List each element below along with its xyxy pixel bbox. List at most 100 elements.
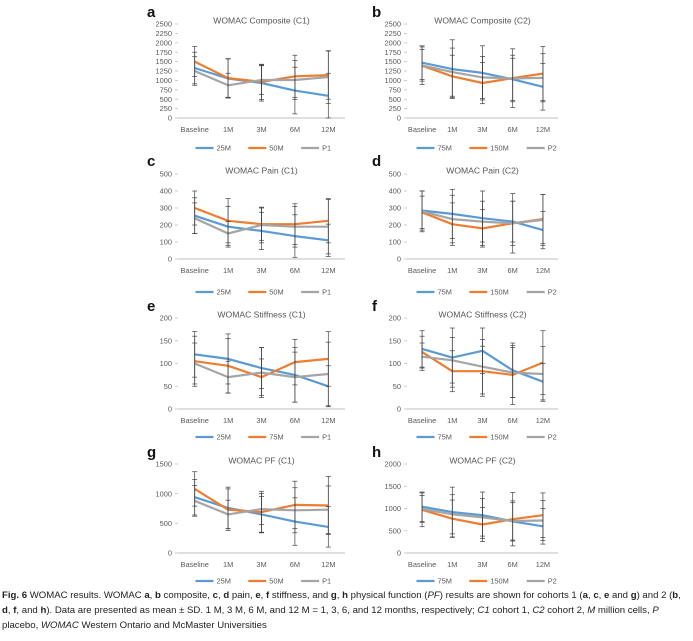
y-tick-label: 1250 xyxy=(156,67,172,76)
x-tick-label: 3M xyxy=(477,416,487,425)
chart-panel-a: a WOMAC Composite (C1)0250500750100012501… xyxy=(147,4,345,153)
y-tick-label: 0 xyxy=(397,114,401,123)
legend-label: 150M xyxy=(490,577,509,586)
legend-label: P1 xyxy=(322,144,331,153)
caption-run: a xyxy=(144,590,150,601)
caption-run: a xyxy=(582,590,588,601)
x-tick-label: 6M xyxy=(290,125,300,134)
caption-run: e xyxy=(255,590,261,601)
chart-title: WOMAC Pain (C1) xyxy=(225,166,298,176)
y-tick-label: 2000 xyxy=(385,38,401,47)
caption-run: cohort 1, xyxy=(489,605,533,616)
x-tick-label: 3M xyxy=(256,416,266,425)
x-tick-label: 1M xyxy=(223,416,233,425)
chart-title: WOMAC PF (C2) xyxy=(449,456,515,466)
y-tick-label: 50 xyxy=(393,382,401,391)
caption-run: , xyxy=(260,590,267,601)
chart-panel-g: g WOMAC PF (C1) 0 500 1000 1500 Baseline 1M 3M 6M… xyxy=(147,444,345,586)
legend-label: 75M xyxy=(438,577,452,586)
caption-run: , xyxy=(7,605,14,616)
y-tick-label: 2500 xyxy=(385,20,401,29)
y-tick-label: 400 xyxy=(389,187,401,196)
x-tick-label: 12M xyxy=(536,560,550,569)
chart-panel-h: h WOMAC PF (C2) 0 500 1000 1500 2000 Baseline 1M… xyxy=(372,444,558,586)
y-tick-label: 0 xyxy=(397,255,401,264)
caption-run: P xyxy=(652,605,659,616)
x-tick-label: 3M xyxy=(256,266,266,275)
chart-panel-d: d WOMAC Pain (C2) 0 100 200 300 400 500 Baseline… xyxy=(372,153,558,297)
chart-title: WOMAC PF (C1) xyxy=(228,456,294,466)
y-tick-label: 400 xyxy=(160,187,172,196)
caption-run: e xyxy=(604,590,610,601)
x-tick-label: 3M xyxy=(256,125,266,134)
chart-title: WOMAC Composite (C1) xyxy=(213,16,310,26)
caption-run: M xyxy=(587,605,596,616)
legend-label: 50M xyxy=(269,288,283,297)
y-tick-label: 150 xyxy=(160,336,172,345)
legend-label: 25M xyxy=(217,144,231,153)
x-tick-label: 6M xyxy=(508,266,518,275)
panel-letter: g xyxy=(147,444,156,461)
caption-run: stiffness, and xyxy=(269,590,331,601)
caption-run: ) and 2 ( xyxy=(636,590,673,601)
legend-label: P2 xyxy=(548,144,557,153)
x-tick-label: 12M xyxy=(536,125,550,134)
y-tick-label: 1250 xyxy=(385,67,401,76)
legend-label: 50M xyxy=(269,577,283,586)
caption-run: h xyxy=(342,590,348,601)
caption-run: b xyxy=(672,590,679,601)
y-tick-label: 0 xyxy=(168,114,172,123)
caption-run: WOMAC xyxy=(40,620,79,631)
caption-run: , xyxy=(598,590,604,601)
caption-run: composite, xyxy=(160,590,213,601)
x-tick-label: 12M xyxy=(321,560,335,569)
y-tick-label: 50 xyxy=(164,382,172,391)
y-tick-label: 200 xyxy=(389,221,401,230)
y-tick-label: 2000 xyxy=(385,460,401,469)
y-tick-label: 2500 xyxy=(156,20,172,29)
x-tick-label: Baseline xyxy=(181,560,209,569)
x-tick-label: Baseline xyxy=(408,560,436,569)
x-tick-label: 3M xyxy=(477,560,487,569)
legend-label: P2 xyxy=(548,433,557,442)
y-tick-label: 100 xyxy=(160,359,172,368)
legend-label: P1 xyxy=(322,433,331,442)
x-tick-label: 1M xyxy=(447,266,457,275)
y-tick-label: 1500 xyxy=(156,460,172,469)
chart-title: WOMAC Stiffness (C1) xyxy=(217,310,305,320)
y-tick-label: 2250 xyxy=(156,29,172,38)
legend-label: 150M xyxy=(490,433,509,442)
legend-label: 150M xyxy=(490,288,509,297)
chart-title: WOMAC Stiffness (C2) xyxy=(438,310,526,320)
x-tick-label: 1M xyxy=(223,266,233,275)
y-tick-label: 0 xyxy=(168,255,172,264)
y-tick-label: 1500 xyxy=(385,57,401,66)
y-tick-label: 1000 xyxy=(385,504,401,513)
y-tick-label: 2000 xyxy=(156,38,172,47)
y-tick-label: 0 xyxy=(168,405,172,414)
x-tick-label: Baseline xyxy=(181,125,209,134)
x-tick-label: 1M xyxy=(223,125,233,134)
y-tick-label: 100 xyxy=(389,238,401,247)
caption-run: ) results are shown for cohorts 1 ( xyxy=(439,590,583,601)
caption-run: WOMAC results. WOMAC xyxy=(27,590,145,601)
y-tick-label: 500 xyxy=(389,526,401,535)
y-tick-label: 2250 xyxy=(385,29,401,38)
caption-run: d xyxy=(2,605,8,616)
caption-run: physical function ( xyxy=(348,590,428,601)
x-tick-label: 12M xyxy=(321,266,335,275)
y-tick-label: 100 xyxy=(389,359,401,368)
caption-run: C2 xyxy=(532,605,545,616)
y-tick-label: 1000 xyxy=(385,76,401,85)
caption-run: g xyxy=(630,590,637,601)
caption-run: , xyxy=(217,590,224,601)
chart-panel-c: c WOMAC Pain (C1) 0 100 200 300 400 500 Baseline… xyxy=(147,153,345,297)
panel-letter: b xyxy=(372,4,381,21)
caption-run: d xyxy=(223,590,230,601)
legend-label: P2 xyxy=(548,577,557,586)
y-tick-label: 1500 xyxy=(156,57,172,66)
y-tick-label: 1500 xyxy=(385,482,401,491)
y-tick-label: 500 xyxy=(160,95,172,104)
y-tick-label: 1750 xyxy=(156,48,172,57)
legend-label: 75M xyxy=(438,433,452,442)
